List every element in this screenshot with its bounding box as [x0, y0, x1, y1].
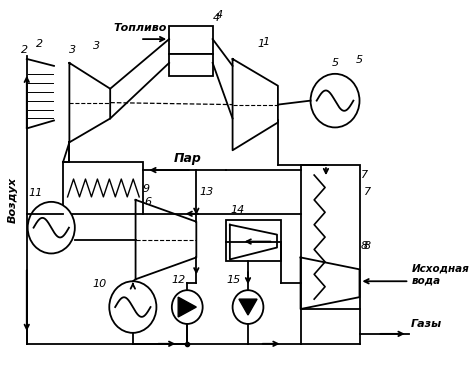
Text: 13: 13: [199, 187, 213, 197]
Circle shape: [233, 290, 264, 324]
Text: 11: 11: [29, 188, 43, 198]
Bar: [169, 26, 213, 54]
Text: 1: 1: [263, 37, 270, 47]
Text: Пар: Пар: [173, 152, 201, 165]
Text: 6: 6: [145, 197, 152, 207]
Text: 14: 14: [230, 205, 244, 215]
Text: 7: 7: [361, 170, 368, 180]
Bar: [226, 220, 281, 261]
Circle shape: [27, 202, 75, 254]
Text: 8: 8: [361, 241, 368, 251]
Text: 9: 9: [143, 184, 150, 194]
Text: 4: 4: [213, 13, 220, 23]
Bar: [63, 162, 143, 214]
Text: 5: 5: [356, 55, 363, 65]
Text: Воздух: Воздух: [8, 177, 18, 223]
Text: 2: 2: [21, 45, 28, 55]
Circle shape: [109, 281, 156, 333]
Text: Газы: Газы: [411, 319, 442, 329]
Polygon shape: [239, 299, 257, 315]
Text: 3: 3: [69, 45, 76, 55]
Text: 2: 2: [36, 39, 43, 49]
Text: 15: 15: [227, 275, 241, 285]
Text: 8: 8: [364, 241, 371, 251]
Text: Исходная: Исходная: [412, 264, 470, 273]
Text: 10: 10: [92, 279, 107, 289]
Text: 5: 5: [331, 58, 338, 68]
Text: 4: 4: [215, 10, 223, 20]
Text: вода: вода: [412, 275, 441, 285]
Text: 1: 1: [257, 39, 264, 49]
Bar: [169, 54, 213, 76]
Text: 3: 3: [93, 41, 100, 51]
Polygon shape: [178, 297, 196, 317]
Circle shape: [172, 290, 203, 324]
Bar: [301, 165, 359, 309]
Text: Топливо: Топливо: [113, 23, 166, 33]
Text: 12: 12: [171, 275, 185, 285]
Circle shape: [310, 74, 359, 127]
Text: 7: 7: [364, 187, 371, 197]
